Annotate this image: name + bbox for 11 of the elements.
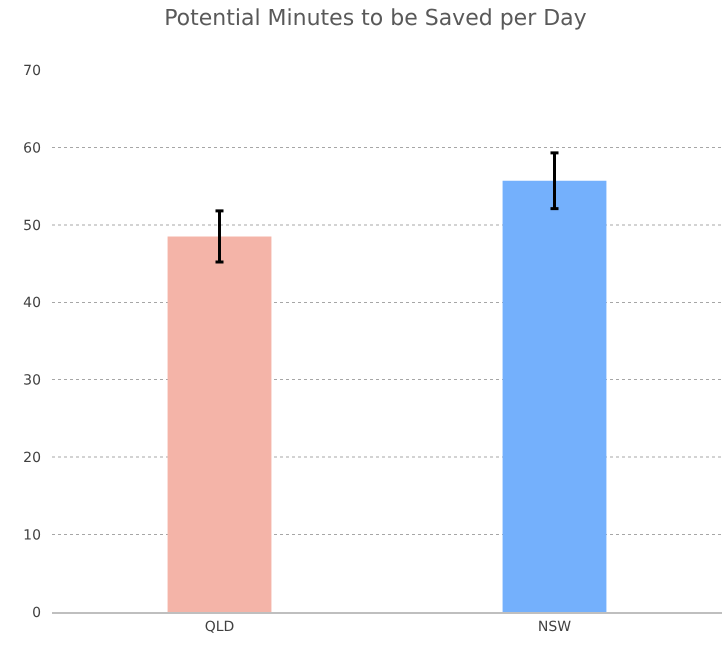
- x-tick-label: NSW: [538, 618, 572, 635]
- y-tick-label: 60: [23, 140, 41, 156]
- x-tick-label: QLD: [204, 618, 234, 635]
- y-tick-label: 30: [23, 372, 41, 389]
- y-tick-label: 50: [23, 218, 41, 234]
- y-tick-label: 40: [23, 295, 41, 312]
- y-tick-label: 20: [23, 450, 41, 466]
- y-tick-label: 0: [32, 604, 41, 621]
- y-tick-label: 70: [23, 62, 41, 79]
- y-tick-label: 10: [23, 527, 41, 544]
- chart-title: Potential Minutes to be Saved per Day: [164, 6, 587, 32]
